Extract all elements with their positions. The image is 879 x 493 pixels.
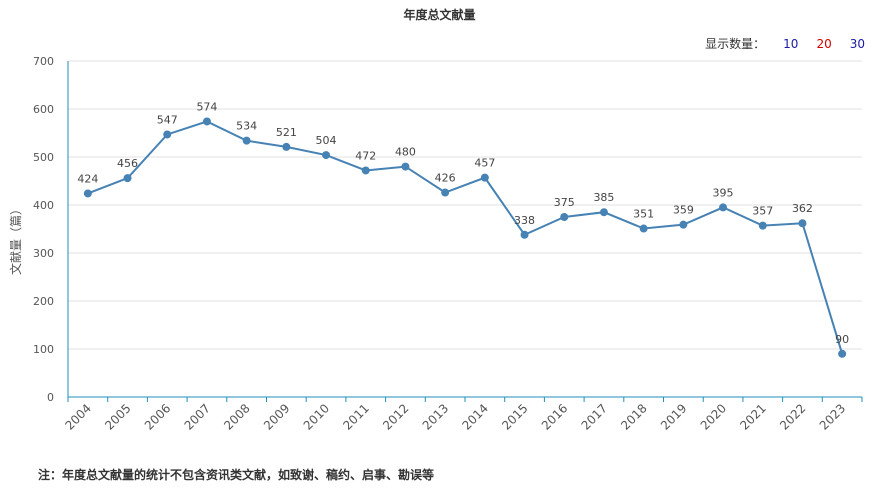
data-point <box>441 188 450 197</box>
data-label: 362 <box>792 202 813 215</box>
x-tick-label: 2019 <box>658 401 689 432</box>
data-label: 534 <box>236 120 257 133</box>
x-tick-label: 2014 <box>459 401 490 432</box>
x-tick-label: 2008 <box>221 401 252 432</box>
data-point <box>401 162 410 171</box>
x-tick-label: 2007 <box>182 401 213 432</box>
y-tick-label: 600 <box>33 103 54 116</box>
data-label: 426 <box>435 172 456 185</box>
display-count-option-20[interactable]: 20 <box>816 36 832 51</box>
display-count-option-30[interactable]: 30 <box>849 36 865 51</box>
data-point <box>560 213 569 221</box>
data-point <box>361 166 370 175</box>
data-label: 351 <box>633 208 654 221</box>
x-tick-label: 2022 <box>777 401 808 432</box>
data-points <box>83 117 847 358</box>
data-label: 359 <box>673 204 694 217</box>
x-tick-label: 2017 <box>579 401 610 432</box>
y-axis-ticks: 0 100 200 300 400 500 600 700 <box>33 55 54 404</box>
data-point <box>322 151 331 160</box>
x-tick-label: 2011 <box>340 401 371 432</box>
x-tick-label: 2009 <box>261 401 292 432</box>
data-label: 375 <box>554 196 575 209</box>
data-label: 521 <box>276 126 297 139</box>
data-label: 472 <box>355 149 376 162</box>
x-tick-label: 2012 <box>380 401 411 432</box>
data-point <box>838 349 847 358</box>
data-label: 385 <box>593 191 614 204</box>
y-tick-label: 100 <box>33 343 54 356</box>
chart-title: 年度总文献量 <box>403 8 476 22</box>
data-label: 456 <box>117 157 138 170</box>
data-label: 574 <box>196 100 217 113</box>
data-label: 395 <box>713 186 734 199</box>
y-tick-label: 300 <box>33 247 54 260</box>
data-point <box>202 117 211 126</box>
data-label: 424 <box>77 172 98 185</box>
x-tick-label: 2018 <box>618 401 649 432</box>
y-tick-label: 0 <box>47 391 54 404</box>
data-label: 90 <box>835 333 849 346</box>
data-point <box>639 224 648 233</box>
y-tick-label: 200 <box>33 295 54 308</box>
x-tick-label: 2023 <box>817 401 848 432</box>
data-point <box>599 208 608 217</box>
y-tick-label: 500 <box>33 151 54 164</box>
data-point <box>282 142 291 151</box>
x-tick-label: 2006 <box>142 401 173 432</box>
x-tick-label: 2021 <box>737 401 768 432</box>
series-line <box>87 120 844 355</box>
data-label: 338 <box>514 214 535 227</box>
data-point <box>242 136 251 145</box>
data-label: 504 <box>316 134 337 147</box>
data-point <box>83 189 92 198</box>
grid-lines <box>68 60 862 350</box>
data-point <box>520 230 529 239</box>
data-point <box>719 203 728 212</box>
data-labels: 424 456 547 574 534 521 504 472 480 426 457 338 375 3… <box>77 100 849 345</box>
data-label: 457 <box>474 157 495 170</box>
x-axis-ticks: 2004 2005 2006 2007 2008 2009 2010 2011 2012 2013… <box>62 397 863 433</box>
data-point <box>123 174 132 183</box>
x-tick-label: 2016 <box>539 401 570 432</box>
display-count-label: 显示数量： <box>705 37 766 51</box>
data-label: 480 <box>395 146 416 159</box>
data-point <box>758 221 767 230</box>
data-point <box>679 220 688 229</box>
display-count-selector: 显示数量： 10 20 30 <box>705 35 865 52</box>
footnote: 注：年度总文献量的统计不包含资讯类文献，如致谢、稿约、启事、勘误等 <box>38 468 435 482</box>
y-axis-label: 文献量（篇） <box>8 203 23 275</box>
data-point <box>480 173 489 182</box>
x-tick-label: 2013 <box>420 401 451 432</box>
data-point <box>798 219 807 228</box>
data-label: 357 <box>752 205 773 218</box>
data-label: 547 <box>157 113 178 126</box>
x-tick-label: 2015 <box>499 401 530 432</box>
x-tick-label: 2004 <box>62 401 93 432</box>
x-tick-label: 2005 <box>102 401 133 432</box>
x-tick-label: 2020 <box>698 401 729 432</box>
data-point <box>163 130 172 139</box>
x-tick-label: 2010 <box>301 401 332 432</box>
display-count-option-10[interactable]: 10 <box>783 36 799 51</box>
y-tick-label: 700 <box>33 55 54 68</box>
y-tick-label: 400 <box>33 199 54 212</box>
